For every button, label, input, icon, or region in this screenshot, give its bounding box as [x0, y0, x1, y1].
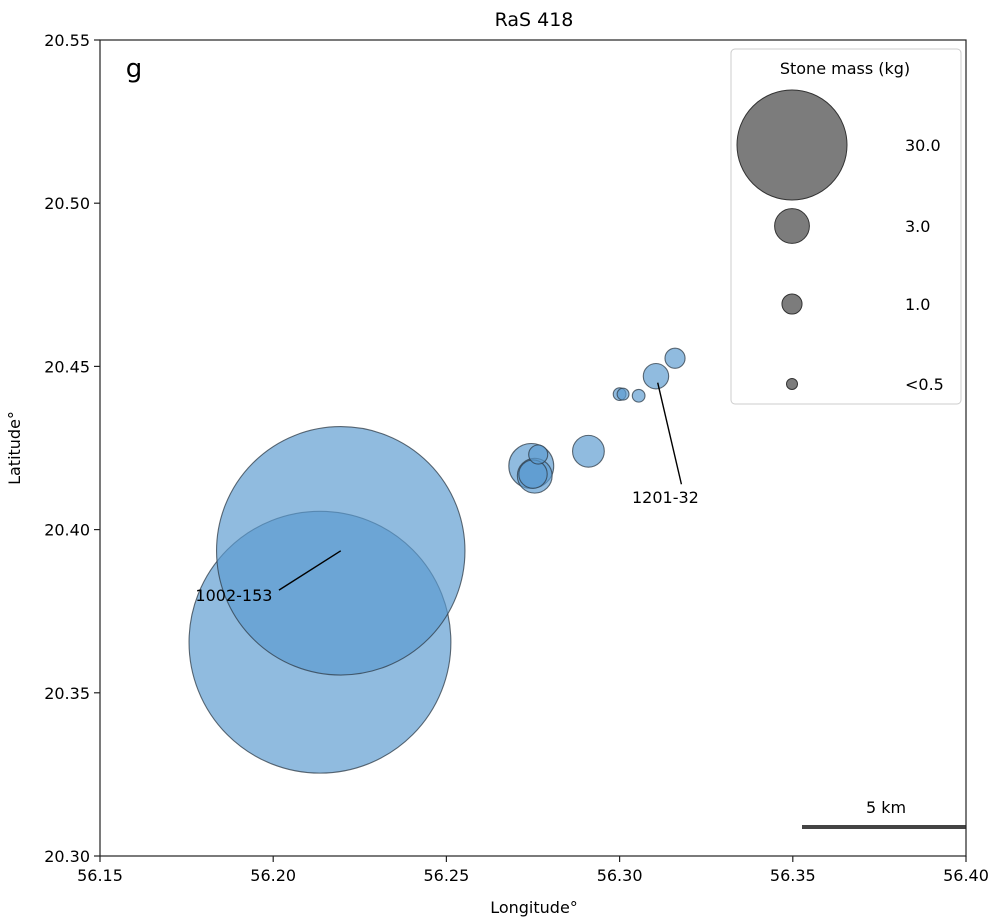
data-point: [616, 387, 630, 401]
annotations: 1002-153 1201-32: [195, 382, 699, 605]
scalebar-label: 5 km: [866, 798, 906, 817]
legend-title: Stone mass (kg): [780, 59, 910, 78]
legend: Stone mass (kg) 30.0 3.0 1.0 <0.5: [730, 48, 962, 405]
chart-title: RaS 418: [495, 9, 574, 31]
panel-label: g: [126, 54, 143, 84]
data-point: [664, 347, 686, 369]
legend-marker: [786, 378, 798, 390]
plot-frame: [99, 39, 967, 857]
data-points: [188, 347, 686, 774]
legend-label: 3.0: [905, 217, 930, 236]
x-tick-label: 56.40: [943, 866, 989, 885]
data-point: [631, 388, 646, 403]
legend-label: 30.0: [905, 136, 941, 155]
annotation-label: 1002-153: [195, 586, 272, 605]
y-axis-label: Latitude°: [5, 411, 24, 485]
annotation-label: 1201-32: [632, 488, 699, 507]
legend-marker: [781, 293, 803, 315]
data-point: [571, 434, 605, 468]
x-tick-label: 56.35: [770, 866, 816, 885]
scalebar-line: [802, 825, 966, 829]
y-tick-label: 20.35: [44, 684, 90, 703]
x-axis: 56.15 56.20 56.25 56.30 56.35 56.40: [77, 856, 989, 885]
y-axis: 20.30 20.35 20.40 20.45 20.50 20.55: [44, 31, 100, 866]
y-tick-label: 20.45: [44, 357, 90, 376]
data-point: [642, 362, 670, 390]
y-tick-label: 20.40: [44, 521, 90, 540]
x-axis-label: Longitude°: [490, 898, 578, 917]
x-tick-label: 56.15: [77, 866, 123, 885]
x-tick-label: 56.20: [250, 866, 296, 885]
y-tick-label: 20.30: [44, 847, 90, 866]
legend-marker: [736, 89, 848, 201]
legend-label: 1.0: [905, 295, 930, 314]
scalebar: 5 km: [802, 798, 966, 829]
y-tick-label: 20.50: [44, 194, 90, 213]
x-tick-label: 56.25: [423, 866, 469, 885]
data-point: [518, 459, 548, 489]
legend-marker: [774, 208, 810, 244]
y-tick-label: 20.55: [44, 31, 90, 50]
annotation-line: [657, 382, 683, 485]
legend-label: <0.5: [905, 375, 944, 394]
data-point: [528, 444, 549, 465]
annotation-line: [278, 550, 342, 591]
x-tick-label: 56.30: [597, 866, 643, 885]
